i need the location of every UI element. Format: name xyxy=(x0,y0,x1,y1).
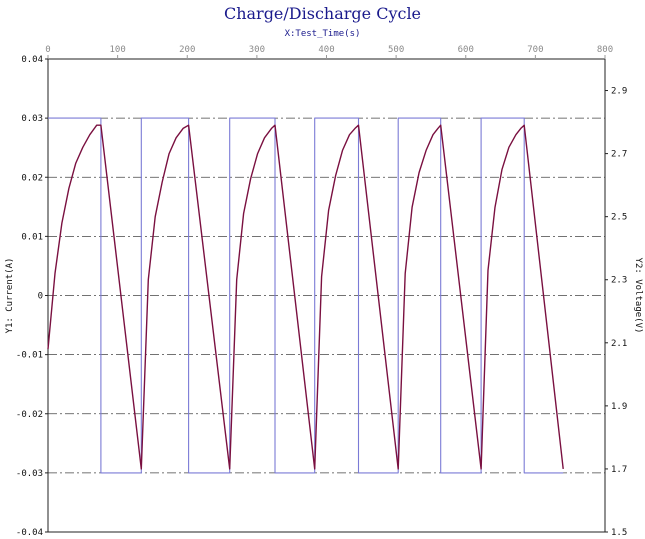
y1-tick-label: 0.03 xyxy=(21,114,43,124)
x-tick-label: 200 xyxy=(179,45,195,55)
chart-title: Charge/Discharge Cycle xyxy=(223,4,422,23)
y2-tick-label: 2.5 xyxy=(611,213,627,223)
current-series-line xyxy=(48,117,564,474)
x-tick-label: 0 xyxy=(45,45,50,55)
y2-axis-label: Y2: Voltage(V) xyxy=(633,258,643,334)
y1-tick-label: -0.02 xyxy=(16,410,43,420)
y2-tick-label: 1.7 xyxy=(611,465,627,475)
x-tick-label: 400 xyxy=(318,45,334,55)
x-tick-label: 800 xyxy=(597,45,613,55)
x-axis-label: X:Test_Time(s) xyxy=(284,29,361,39)
y1-tick-label: 0.02 xyxy=(21,173,43,183)
x-tick-label: 100 xyxy=(109,45,125,55)
y1-tick-label: 0.04 xyxy=(21,55,43,65)
y2-tick-label: 2.1 xyxy=(611,339,627,349)
y1-axis-label: Y1: Current(A) xyxy=(5,258,15,334)
x-tick-label: 600 xyxy=(458,45,474,55)
y2-tick-label: 2.9 xyxy=(611,87,627,97)
x-tick-label: 500 xyxy=(388,45,404,55)
y2-tick-label: 1.5 xyxy=(611,528,627,538)
y1-tick-label: -0.03 xyxy=(16,469,43,479)
y2-tick-label: 1.9 xyxy=(611,402,627,412)
voltage-series-line xyxy=(47,124,564,470)
y1-tick-label: -0.01 xyxy=(16,351,43,361)
y1-tick-label: 0 xyxy=(38,292,43,302)
x-tick-label: 700 xyxy=(527,45,543,55)
y1-tick-label: -0.04 xyxy=(16,528,43,538)
x-tick-label: 300 xyxy=(249,45,265,55)
y1-tick-label: 0.01 xyxy=(21,232,43,242)
y2-tick-label: 2.3 xyxy=(611,276,627,286)
y2-tick-label: 2.7 xyxy=(611,150,627,160)
